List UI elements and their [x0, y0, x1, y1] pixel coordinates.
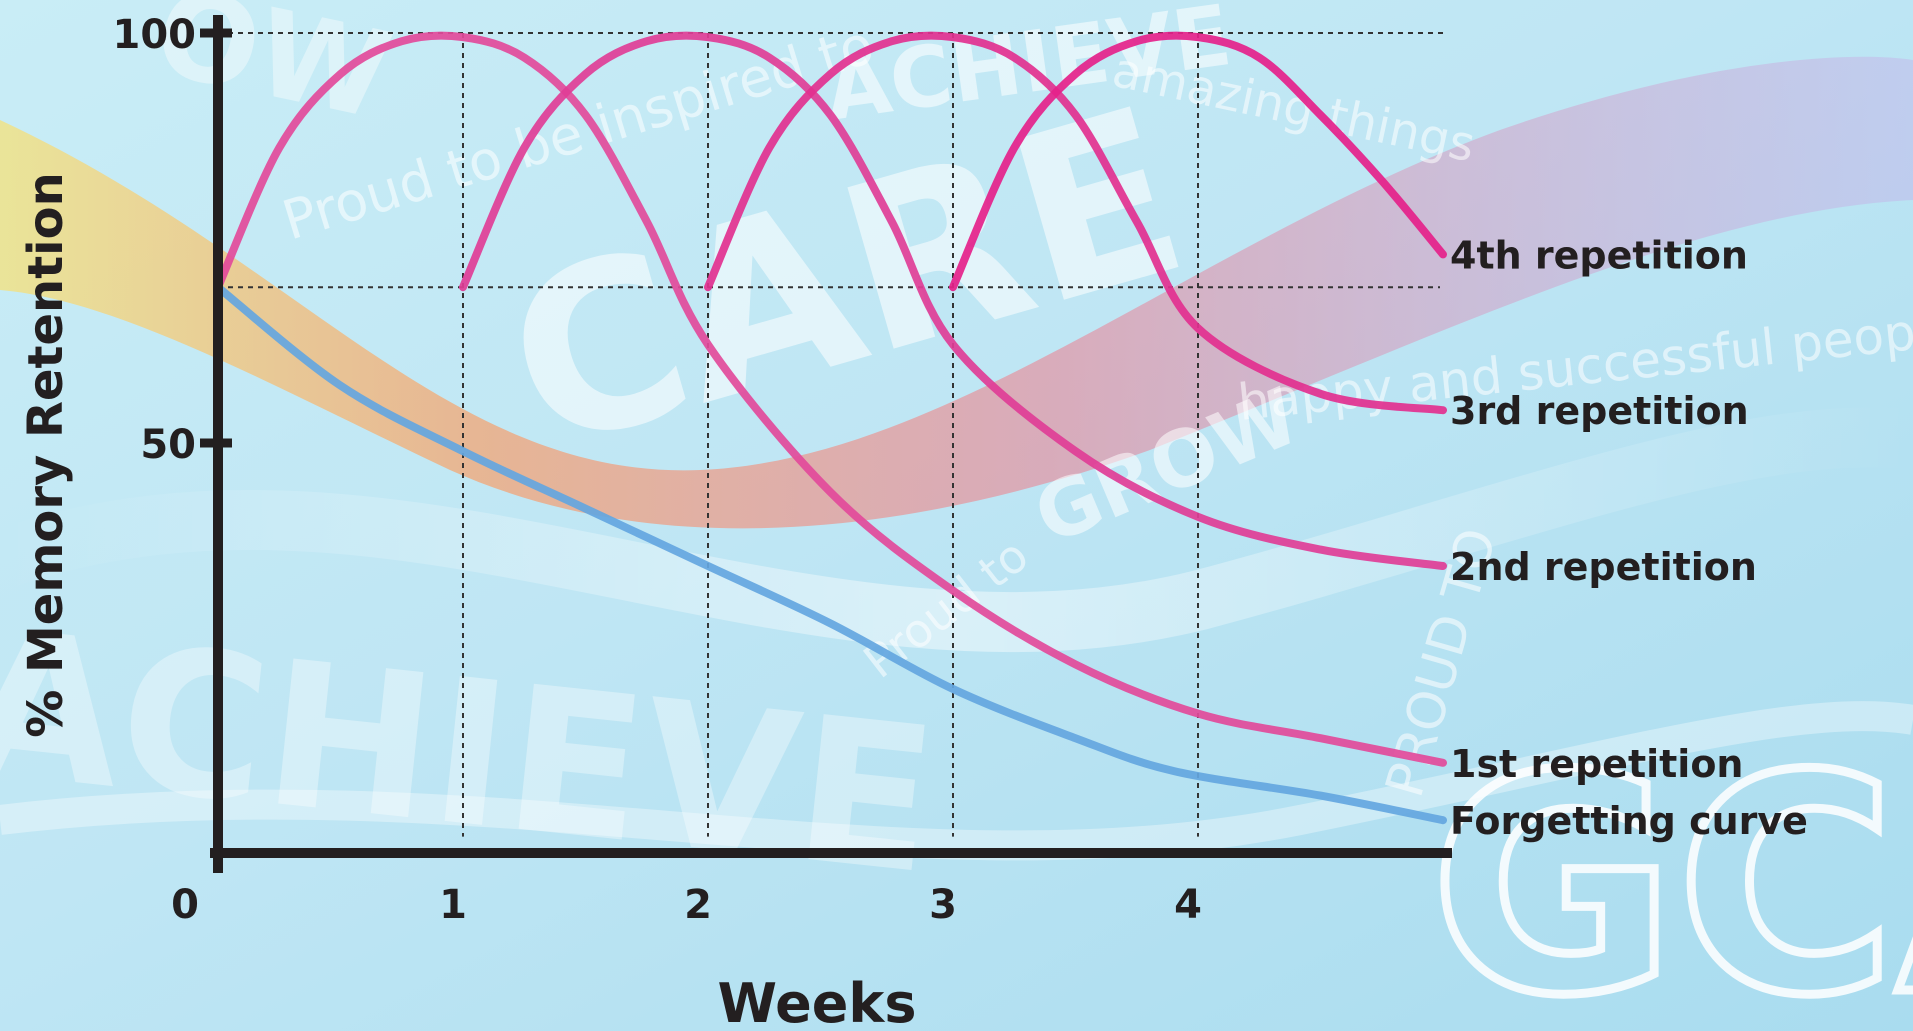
series-line-2nd-repetition — [459, 31, 1447, 570]
series-line-3rd-repetition — [704, 31, 1447, 415]
series-lines — [214, 31, 1447, 825]
slogan-10: GCA — [1430, 712, 1913, 1031]
series-label-3rd-repetition: 3rd repetition — [1450, 389, 1749, 433]
series-label-4th-repetition: 4th repetition — [1450, 233, 1748, 277]
y-tick-label-50: 50 — [140, 422, 196, 468]
reference-grid — [218, 32, 1445, 837]
x-tick-label-1: 1 — [439, 882, 467, 928]
series-label-1st-repetition: 1st repetition — [1450, 742, 1743, 786]
series-line-1st-repetition — [214, 31, 1447, 767]
series-label-2nd-repetition: 2nd repetition — [1450, 545, 1757, 589]
y-axis-title: % Memory Retention — [18, 172, 74, 738]
y-tick-label-100: 100 — [113, 12, 197, 58]
series-line-forgetting-curve — [214, 283, 1447, 825]
x-tick-label-2: 2 — [684, 882, 712, 928]
axes — [210, 15, 1452, 873]
series-labels: Forgetting curve 1st repetition 2nd repeti… — [1450, 233, 1808, 843]
x-tick-label-4: 4 — [1174, 882, 1202, 928]
x-tick-label-3: 3 — [929, 882, 957, 928]
series-label-forgetting-curve: Forgetting curve — [1450, 799, 1808, 843]
x-axis-title: Weeks — [718, 972, 917, 1031]
axis-ticks: 50 100 0 1 2 3 4 — [113, 12, 1202, 928]
series-line-4th-repetition — [949, 31, 1447, 292]
x-tick-label-0: 0 — [171, 882, 199, 928]
